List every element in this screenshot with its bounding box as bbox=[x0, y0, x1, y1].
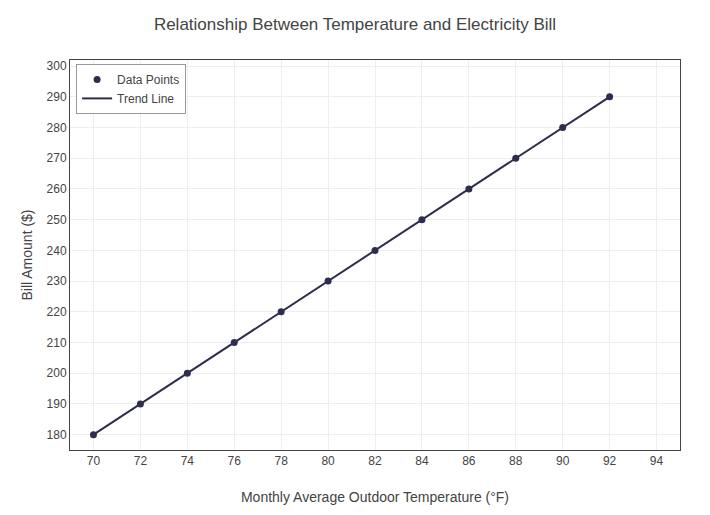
svg-text:240: 240 bbox=[47, 244, 67, 258]
svg-text:Trend Line: Trend Line bbox=[117, 92, 174, 106]
svg-text:76: 76 bbox=[228, 454, 242, 468]
svg-text:78: 78 bbox=[274, 454, 288, 468]
svg-text:92: 92 bbox=[603, 454, 617, 468]
svg-text:260: 260 bbox=[47, 182, 67, 196]
svg-text:82: 82 bbox=[368, 454, 382, 468]
svg-text:72: 72 bbox=[134, 454, 148, 468]
svg-text:84: 84 bbox=[415, 454, 429, 468]
svg-text:Relationship Between Temperatu: Relationship Between Temperature and Ele… bbox=[154, 15, 556, 34]
svg-text:280: 280 bbox=[47, 121, 67, 135]
svg-text:180: 180 bbox=[47, 428, 67, 442]
svg-text:80: 80 bbox=[321, 454, 335, 468]
svg-text:Data Points: Data Points bbox=[117, 73, 179, 87]
svg-text:210: 210 bbox=[47, 336, 67, 350]
svg-text:290: 290 bbox=[47, 90, 67, 104]
svg-text:190: 190 bbox=[47, 397, 67, 411]
svg-text:250: 250 bbox=[47, 213, 67, 227]
svg-text:88: 88 bbox=[509, 454, 523, 468]
svg-text:300: 300 bbox=[47, 59, 67, 73]
svg-text:74: 74 bbox=[181, 454, 195, 468]
svg-text:90: 90 bbox=[556, 454, 570, 468]
svg-text:70: 70 bbox=[87, 454, 101, 468]
svg-text:Bill Amount ($): Bill Amount ($) bbox=[19, 209, 35, 300]
svg-text:270: 270 bbox=[47, 151, 67, 165]
svg-text:220: 220 bbox=[47, 305, 67, 319]
svg-text:230: 230 bbox=[47, 274, 67, 288]
svg-text:86: 86 bbox=[462, 454, 476, 468]
svg-text:94: 94 bbox=[650, 454, 664, 468]
svg-text:200: 200 bbox=[47, 366, 67, 380]
svg-text:Monthly Average Outdoor Temper: Monthly Average Outdoor Temperature (°F) bbox=[241, 489, 509, 505]
